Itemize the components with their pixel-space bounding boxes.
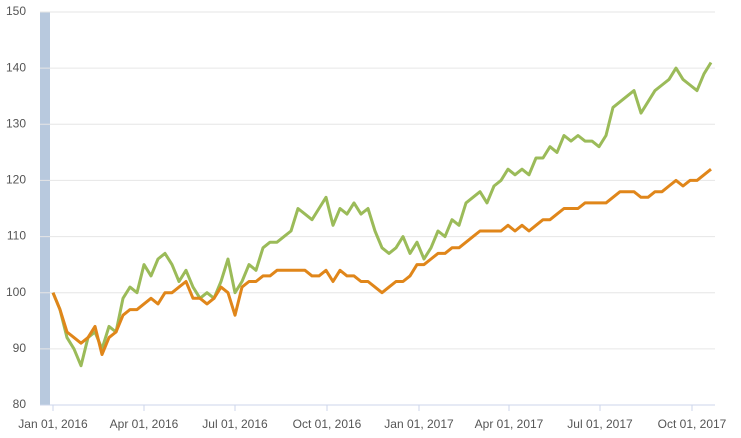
- y-tick-label: 90: [13, 341, 27, 355]
- series-line: [51, 168, 712, 356]
- x-tick-label: Jul 01, 2016: [202, 417, 268, 431]
- x-tick-label: Jan 01, 2016: [18, 417, 88, 431]
- x-tick-label: Oct 01, 2016: [293, 417, 362, 431]
- x-tick-label: Jan 01, 2017: [384, 417, 454, 431]
- range-band: [40, 12, 50, 405]
- y-tick-label: 130: [6, 116, 26, 130]
- y-tick-label: 80: [13, 397, 27, 411]
- series-line: [51, 61, 713, 368]
- x-tick-label: Oct 01, 2017: [658, 417, 727, 431]
- y-tick-label: 110: [7, 229, 26, 243]
- x-tick-label: Apr 01, 2016: [110, 417, 179, 431]
- y-tick-label: 150: [6, 4, 26, 18]
- y-tick-label: 140: [6, 60, 26, 74]
- x-tick-label: Apr 01, 2017: [475, 417, 544, 431]
- x-tick-label: Jul 01, 2017: [567, 417, 633, 431]
- y-tick-label: 100: [6, 285, 26, 299]
- y-tick-label: 120: [6, 173, 26, 187]
